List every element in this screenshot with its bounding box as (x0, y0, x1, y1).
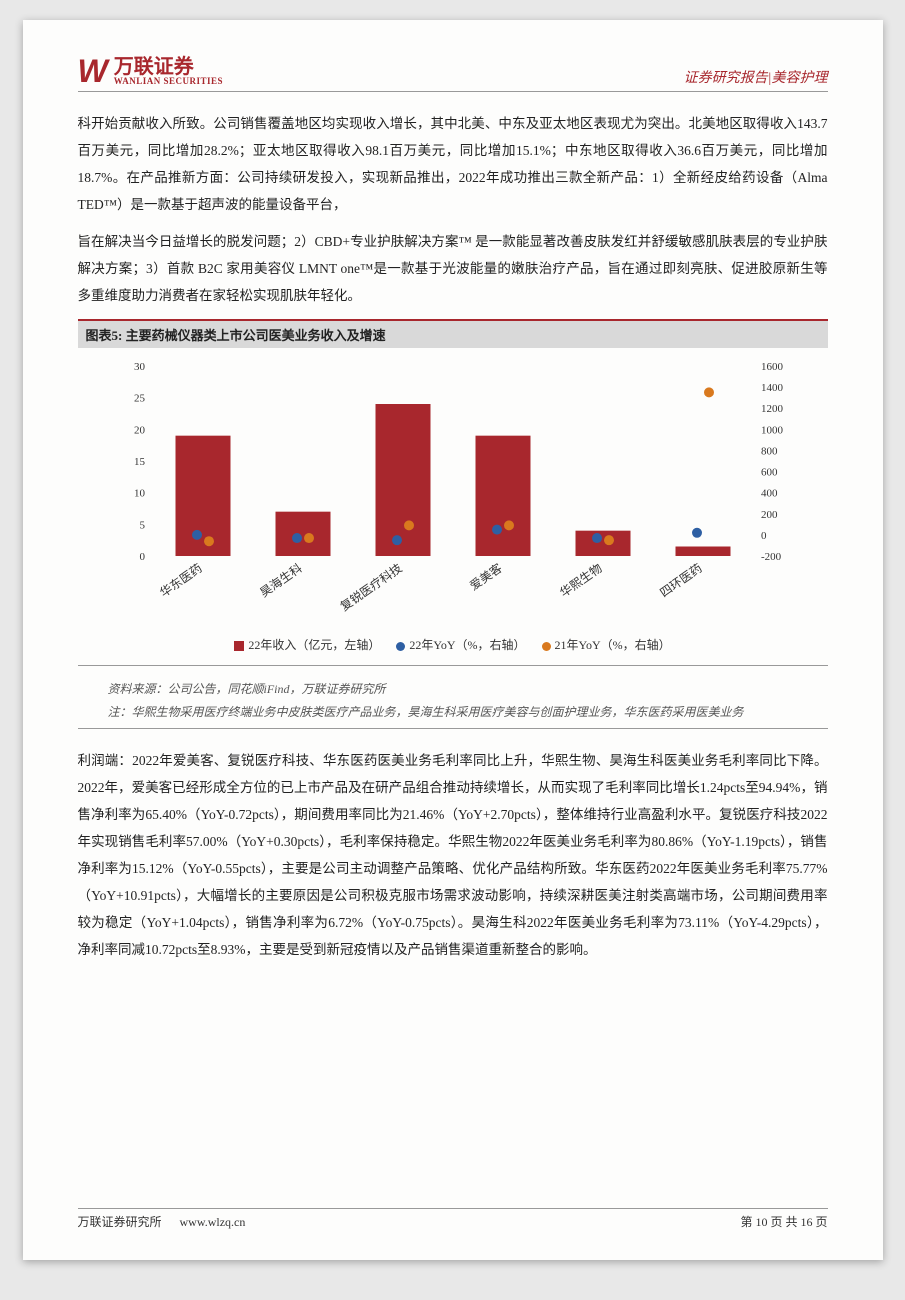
svg-text:25: 25 (134, 393, 146, 405)
logo-cn-text: 万联证券 (114, 57, 223, 77)
svg-text:四环医药: 四环医药 (657, 561, 704, 600)
chart-svg: 0 5 10 15 20 25 30 -200 0 200 400 600 800 1000 1200 140… (93, 356, 813, 626)
chart-container: 图表5: 主要药械仪器类上市公司医美业务收入及增速 0 5 10 15 20 25 30 -2… (78, 319, 828, 666)
svg-text:爱美客: 爱美客 (466, 560, 504, 593)
page-container: W 万联证券 WANLIAN SECURITIES 证券研究报告|美容护理 科开… (23, 20, 883, 1260)
paragraph-2: 旨在解决当今日益增长的脱发问题；2）CBD+专业护肤解决方案™ 是一款能显著改善… (78, 228, 828, 309)
chart-legend: 22年收入（亿元，左轴）22年YoY（%，右轴）21年YoY（%，右轴） (78, 630, 828, 663)
header-category: 证券研究报告|美容护理 (684, 67, 828, 87)
logo: W 万联证券 WANLIAN SECURITIES (78, 55, 223, 87)
logo-en-text: WANLIAN SECURITIES (114, 77, 223, 86)
source-line-2: 注：华熙生物采用医疗终端业务中皮肤类医疗产品业务，昊海生科采用医疗美容与创面护理… (108, 701, 808, 724)
svg-text:1200: 1200 (761, 403, 784, 415)
svg-text:1600: 1600 (761, 361, 784, 373)
page-footer: 万联证券研究所 www.wlzq.cn 第 10 页 共 16 页 (78, 1208, 828, 1230)
svg-text:0: 0 (139, 551, 145, 563)
footer-url: www.wlzq.cn (180, 1215, 246, 1229)
svg-text:-200: -200 (761, 551, 782, 563)
svg-text:600: 600 (761, 467, 778, 479)
source-line-1: 资料来源：公司公告，同花顺iFind，万联证券研究所 (108, 678, 808, 701)
svg-text:华熙生物: 华熙生物 (557, 561, 604, 600)
svg-text:800: 800 (761, 445, 778, 457)
chart-title: 图表5: 主要药械仪器类上市公司医美业务收入及增速 (78, 321, 828, 348)
svg-text:20: 20 (134, 424, 146, 436)
logo-mark-icon: W (78, 55, 108, 87)
paragraph-1: 科开始贡献收入所致。公司销售覆盖地区均实现收入增长，其中北美、中东及亚太地区表现… (78, 110, 828, 218)
footer-org: 万联证券研究所 (78, 1215, 162, 1229)
svg-text:华东医药: 华东医药 (157, 561, 204, 600)
chart-source-notes: 资料来源：公司公告，同花顺iFind，万联证券研究所 注：华熙生物采用医疗终端业… (78, 674, 828, 729)
svg-text:200: 200 (761, 509, 778, 521)
svg-text:复锐医疗科技: 复锐医疗科技 (337, 561, 404, 614)
footer-page-number: 第 10 页 共 16 页 (740, 1213, 827, 1230)
svg-text:400: 400 (761, 488, 778, 500)
svg-text:10: 10 (134, 488, 146, 500)
svg-text:1000: 1000 (761, 424, 784, 436)
svg-text:5: 5 (139, 519, 145, 531)
svg-text:30: 30 (134, 361, 146, 373)
svg-text:1400: 1400 (761, 382, 784, 394)
page-header: W 万联证券 WANLIAN SECURITIES 证券研究报告|美容护理 (78, 55, 828, 92)
svg-text:昊海生科: 昊海生科 (256, 560, 304, 600)
paragraph-3: 利润端：2022年爱美客、复锐医疗科技、华东医药医美业务毛利率同比上升，华熙生物… (78, 747, 828, 963)
svg-text:0: 0 (761, 530, 767, 542)
svg-text:15: 15 (134, 456, 146, 468)
